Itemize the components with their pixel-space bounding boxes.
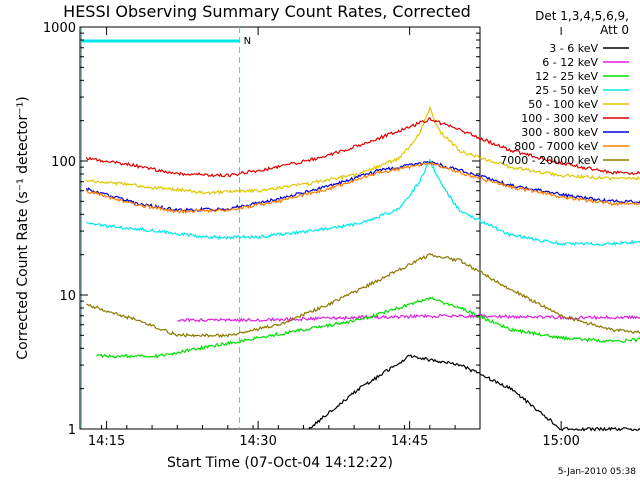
legend-label-4: 50 - 100 keV (528, 98, 598, 111)
series-line-7 (85, 162, 640, 215)
y-axis-label: Corrected Count Rate (s⁻¹ detector⁻¹) (15, 96, 31, 359)
time-markers: N (80, 27, 251, 429)
legend-label-2: 12 - 25 keV (535, 70, 598, 83)
legend-label-3: 25 - 50 keV (535, 84, 598, 97)
legend-header-line-2: Att 0 (600, 23, 629, 37)
x-tick-label-3: 15:00 (542, 434, 579, 449)
legend-label-0: 3 - 6 keV (549, 42, 598, 55)
legend-label-6: 300 - 800 keV (521, 126, 598, 139)
legend-header-line-1: Det 1,3,4,5,6,9, (535, 9, 629, 23)
axes-layer: 14:1514:3014:4515:0015:1515:3015:4511010… (43, 21, 580, 449)
series-line-8 (86, 253, 640, 339)
footer-timestamp: 5-Jan-2010 05:38 (558, 467, 637, 477)
y-tick-label-0: 1 (68, 423, 76, 438)
night-bar-label: N (244, 36, 251, 47)
series-line-4 (85, 105, 640, 196)
series-line-5 (85, 116, 640, 178)
legend-label-7: 800 - 7000 keV (514, 140, 598, 153)
series-line-1 (177, 313, 640, 323)
y-tick-label-1: 10 (59, 289, 76, 304)
legend-label-8: 7000 - 20000 keV (500, 154, 598, 167)
series-line-3 (86, 158, 640, 247)
series-layer (85, 105, 640, 432)
chart-title: HESSI Observing Summary Count Rates, Cor… (63, 2, 471, 21)
x-tick-label-2: 14:45 (391, 434, 428, 449)
legend-label-1: 6 - 12 keV (542, 56, 598, 69)
x-tick-label-1: 14:30 (239, 434, 276, 449)
legend-label-5: 100 - 300 keV (521, 112, 598, 125)
x-tick-label-0: 14:15 (88, 434, 125, 449)
y-tick-label-2: 100 (51, 155, 76, 170)
y-tick-label-3: 1000 (43, 21, 76, 36)
plot-frame (79, 26, 481, 430)
x-axis-label: Start Time (07-Oct-04 14:12:22) (167, 455, 393, 471)
series-line-0 (308, 354, 640, 432)
series-line-2 (96, 296, 640, 359)
